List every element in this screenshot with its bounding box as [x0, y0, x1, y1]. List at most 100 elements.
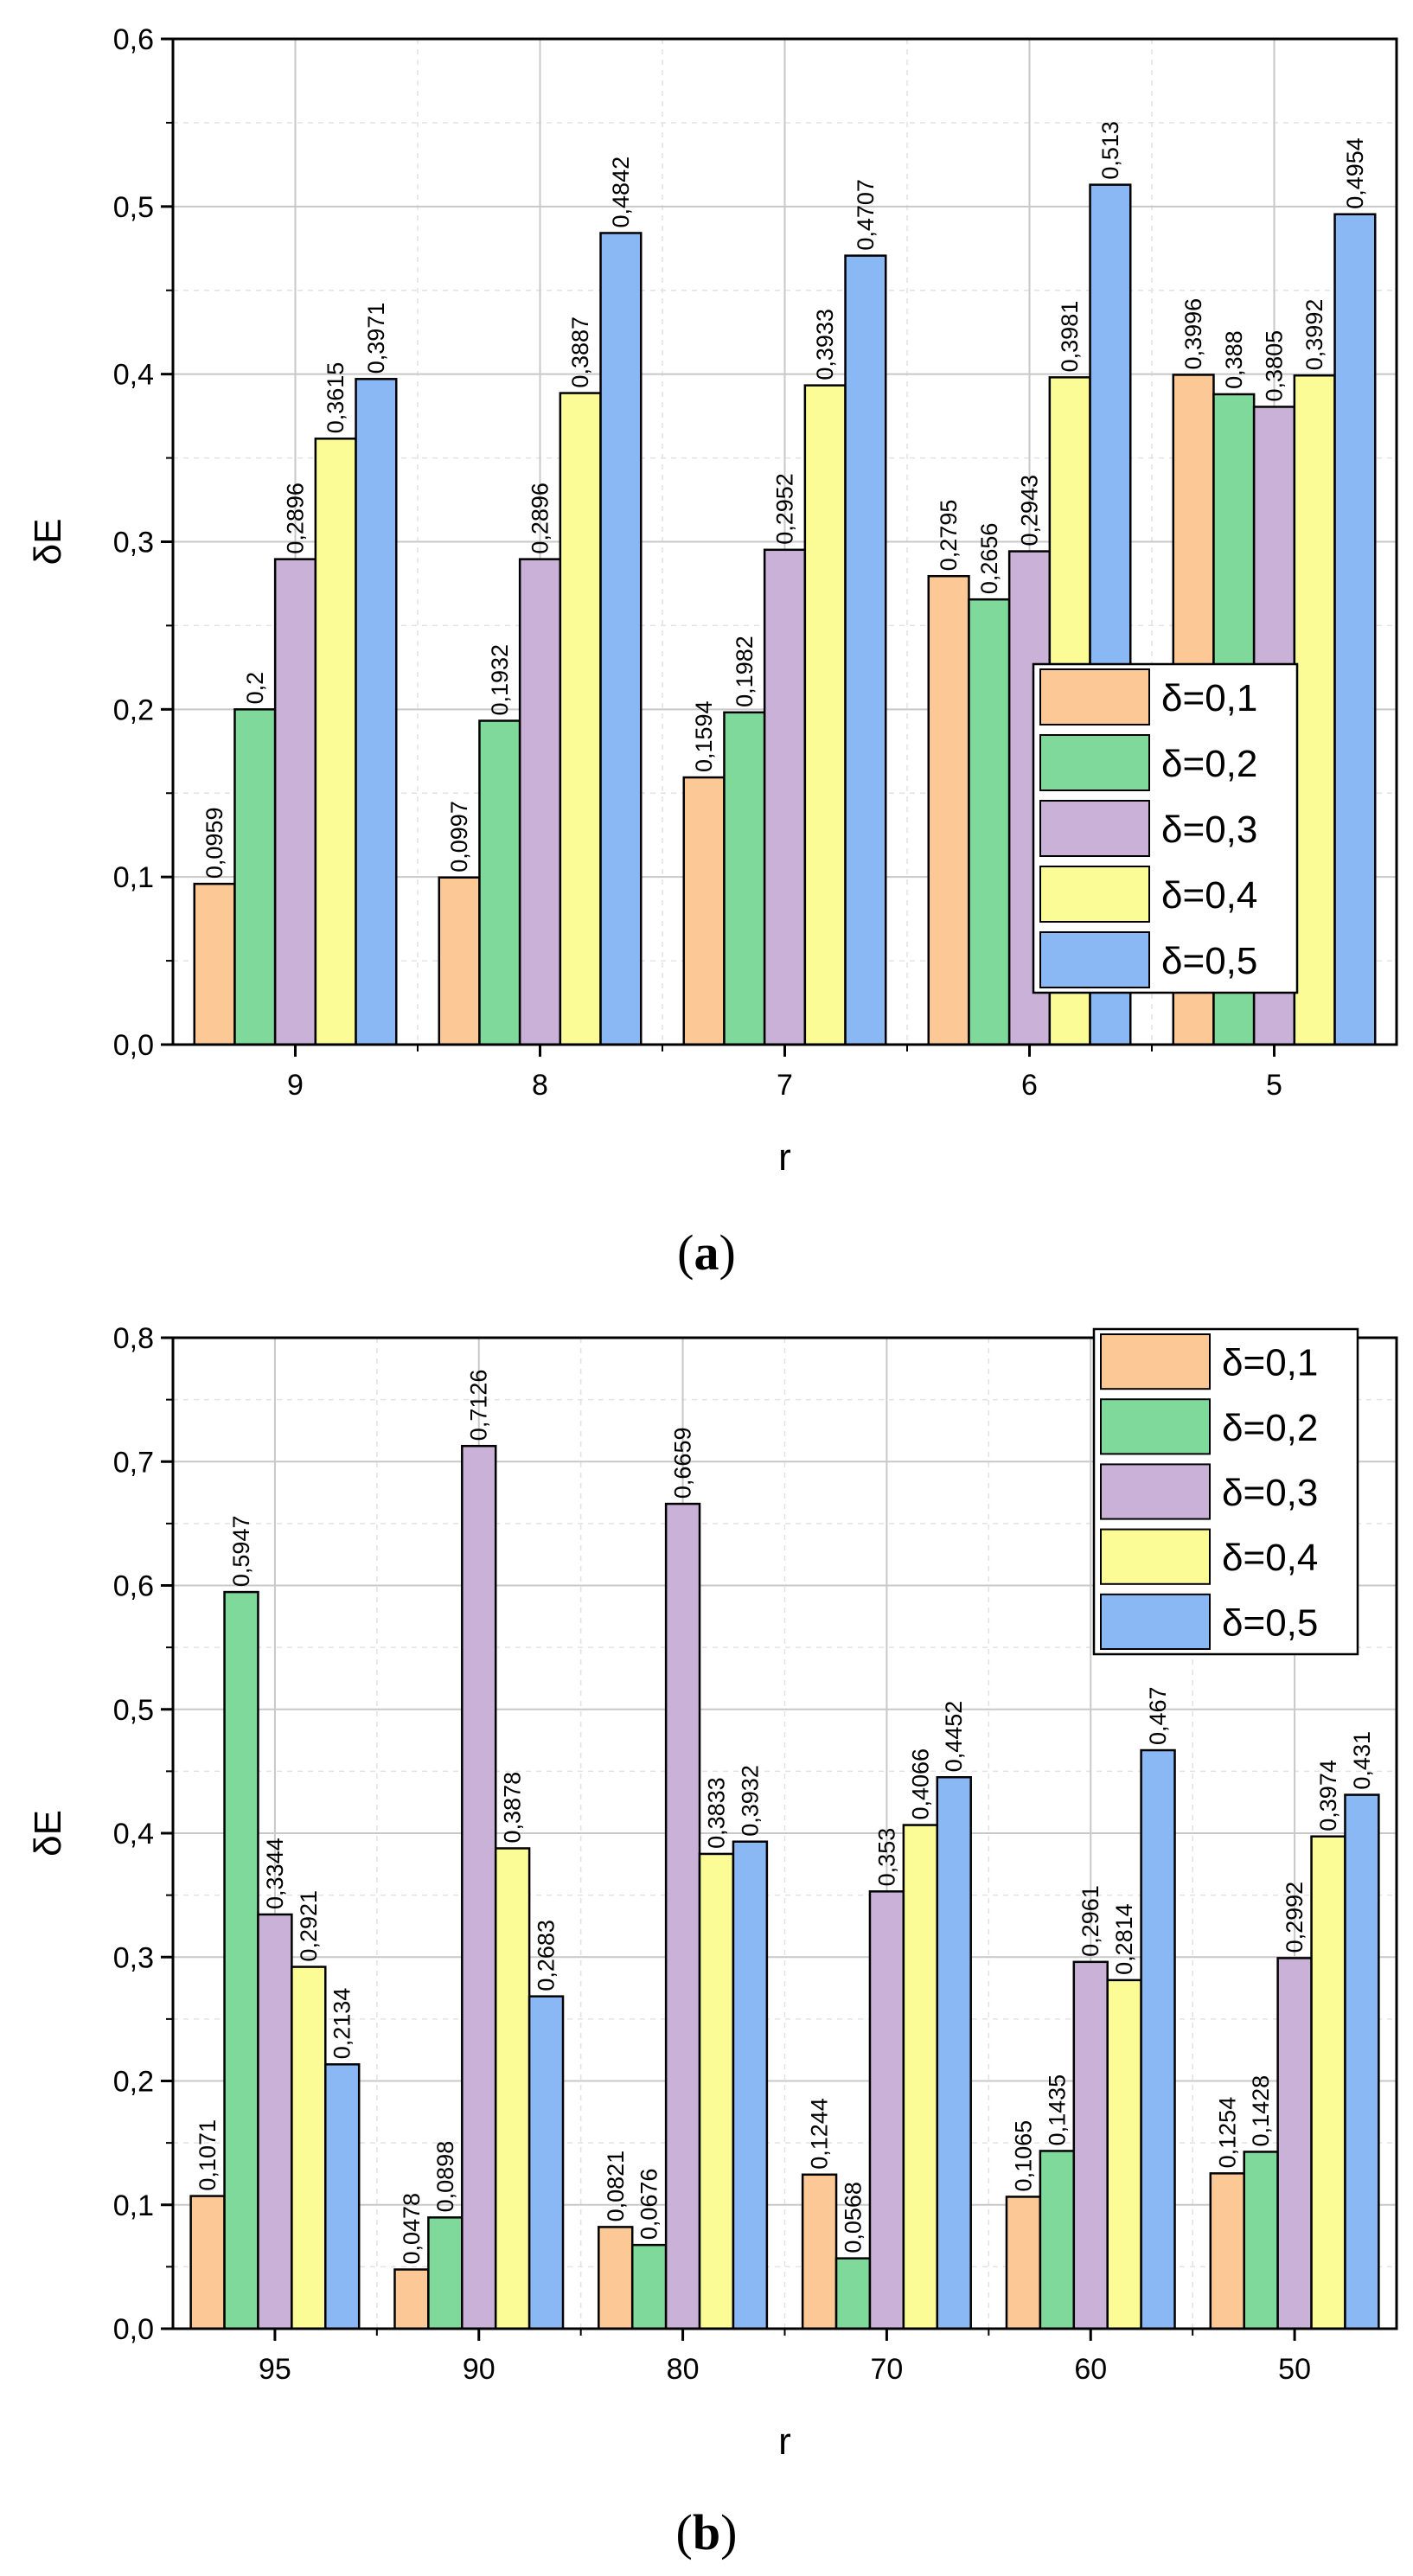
data-label: 0,0997	[446, 801, 472, 873]
x-axis-title: r	[778, 1136, 791, 1179]
bar	[393, 2268, 430, 2330]
bar	[664, 1502, 701, 2330]
legend-swatch	[1039, 800, 1150, 857]
data-label: 0,3933	[812, 309, 838, 380]
legend-label: δ=0,5	[1161, 940, 1257, 982]
y-tick-label: 0,0	[113, 1029, 154, 1062]
bar	[1140, 1748, 1176, 2330]
y-axis-title: δE	[27, 519, 69, 566]
bar	[1310, 1835, 1346, 2330]
legend-swatch	[1100, 1398, 1211, 1455]
data-label: 0,3878	[500, 1772, 526, 1844]
bar	[1005, 2196, 1042, 2330]
data-label: 0,3932	[737, 1765, 763, 1837]
bar	[233, 708, 277, 1046]
bar	[732, 1840, 769, 2330]
bar	[273, 558, 317, 1046]
data-label: 0,513	[1097, 121, 1123, 180]
data-label: 0,1071	[195, 2119, 221, 2191]
data-label: 0,0568	[841, 2182, 866, 2253]
bar	[927, 574, 970, 1046]
data-label: 0,2896	[527, 483, 553, 554]
bar	[1039, 2150, 1076, 2330]
bar	[968, 598, 1011, 1046]
data-label: 0,3615	[323, 362, 348, 434]
legend-swatch	[1039, 866, 1150, 923]
data-label: 0,1254	[1214, 2097, 1240, 2169]
data-label: 0,6659	[670, 1428, 696, 1499]
x-tick-label: 5	[1266, 1069, 1282, 1102]
bar	[598, 2226, 634, 2330]
bar	[599, 232, 643, 1046]
data-label: 0,0959	[201, 808, 227, 879]
y-tick-label: 0,7	[113, 1446, 154, 1479]
y-tick-label: 0,4	[113, 359, 154, 392]
data-label: 0,353	[873, 1828, 899, 1887]
data-label: 0,1428	[1248, 2075, 1274, 2147]
bar	[1344, 1793, 1380, 2330]
y-tick-label: 0,2	[113, 694, 154, 726]
bar	[801, 2173, 838, 2330]
y-tick-label: 0,2	[113, 2066, 154, 2099]
panel-letter: b	[693, 2504, 720, 2560]
data-label: 0,2134	[329, 1988, 355, 2060]
y-tick-label: 0,1	[113, 2189, 154, 2222]
data-label: 0,2943	[1017, 475, 1043, 547]
legend-swatch	[1100, 1333, 1211, 1390]
data-label: 0,2921	[296, 1890, 322, 1962]
data-label: 0,3805	[1262, 330, 1288, 402]
data-label: 0,4066	[907, 1748, 933, 1820]
bar	[518, 558, 562, 1046]
data-label: 0,3887	[567, 316, 593, 388]
bar	[682, 776, 726, 1046]
data-label: 0,1982	[732, 636, 758, 707]
bar	[936, 1776, 972, 2330]
bar	[1293, 374, 1336, 1046]
data-label: 0,2961	[1077, 1885, 1103, 1957]
bar	[189, 2195, 226, 2330]
bar	[803, 384, 847, 1046]
data-label: 0,4954	[1342, 137, 1368, 209]
bar	[427, 2216, 464, 2330]
legend-label: δ=0,3	[1222, 1472, 1318, 1514]
data-label: 0,1594	[691, 700, 717, 772]
bar	[763, 548, 807, 1046]
data-label: 0,2683	[534, 1920, 559, 1991]
y-tick-label: 0,5	[113, 191, 154, 224]
y-tick-label: 0,6	[113, 23, 154, 56]
panel-letter: a	[694, 1224, 719, 1281]
legend-label: δ=0,4	[1222, 1537, 1318, 1579]
bar	[257, 1913, 293, 2330]
bar	[559, 392, 602, 1046]
bar	[1243, 2151, 1279, 2330]
x-tick-label: 95	[259, 2353, 291, 2386]
bar	[193, 882, 236, 1046]
x-tick-label: 9	[287, 1069, 304, 1102]
bar	[723, 711, 766, 1046]
bar	[868, 1890, 905, 2330]
y-axis-title: δE	[27, 1810, 69, 1857]
legend-label: δ=0,2	[1222, 1407, 1318, 1449]
y-tick-label: 0,0	[113, 2313, 154, 2346]
legend-swatch	[1039, 668, 1150, 725]
data-label: 0,1435	[1044, 2074, 1070, 2146]
data-label: 0,3974	[1315, 1760, 1341, 1831]
data-label: 0,1065	[1010, 2120, 1036, 2192]
data-label: 0,0676	[636, 2169, 662, 2240]
data-label: 0,0478	[399, 2193, 425, 2265]
bar	[324, 2063, 361, 2330]
bar	[355, 378, 398, 1046]
data-label: 0,431	[1349, 1731, 1375, 1790]
bar	[1276, 1957, 1313, 2330]
x-tick-label: 7	[777, 1069, 793, 1102]
legend-label: δ=0,1	[1222, 1342, 1318, 1384]
legend-label: δ=0,2	[1161, 743, 1257, 785]
data-label: 0,2896	[283, 483, 309, 554]
data-label: 0,2992	[1282, 1882, 1308, 1953]
x-tick-label: 60	[1074, 2353, 1107, 2386]
data-label: 0,1932	[487, 644, 513, 716]
data-label: 0,4842	[608, 157, 634, 228]
